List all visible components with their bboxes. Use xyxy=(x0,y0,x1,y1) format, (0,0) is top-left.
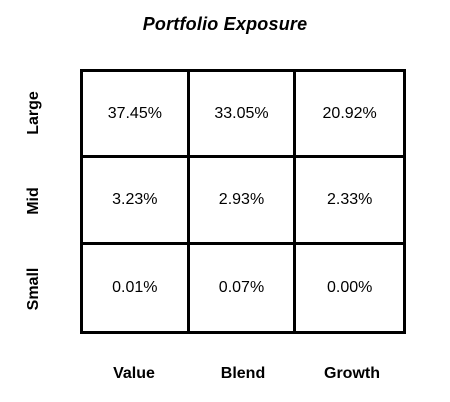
row-label-small: Small xyxy=(25,267,42,311)
cell-small-growth: 0.00% xyxy=(326,278,373,296)
cell-small-value: 0.01% xyxy=(83,244,190,331)
cell-large-blend: 33.05% xyxy=(189,72,297,159)
cell-large-value: 37.45% xyxy=(83,72,190,159)
chart-title: Portfolio Exposure xyxy=(142,14,308,34)
col-label-blend: Blend xyxy=(220,365,266,382)
exposure-grid: 37.45% 33.05% 20.92% 3.23% 2.93% 2.33% 0… xyxy=(80,69,406,334)
col-label-value: Value xyxy=(113,365,155,382)
col-label-growth: Growth xyxy=(324,365,380,382)
cell-mid-growth: 2.33% xyxy=(296,158,403,245)
row-label-mid: Mid xyxy=(25,187,42,215)
cell-small-blend: 0.07% xyxy=(190,244,297,331)
cell-large-growth: 20.92% xyxy=(296,72,403,159)
cell-mid-value: 3.23% xyxy=(83,158,190,245)
cell-mid-blend: 2.93% xyxy=(189,158,297,245)
row-label-large: Large xyxy=(25,91,42,135)
